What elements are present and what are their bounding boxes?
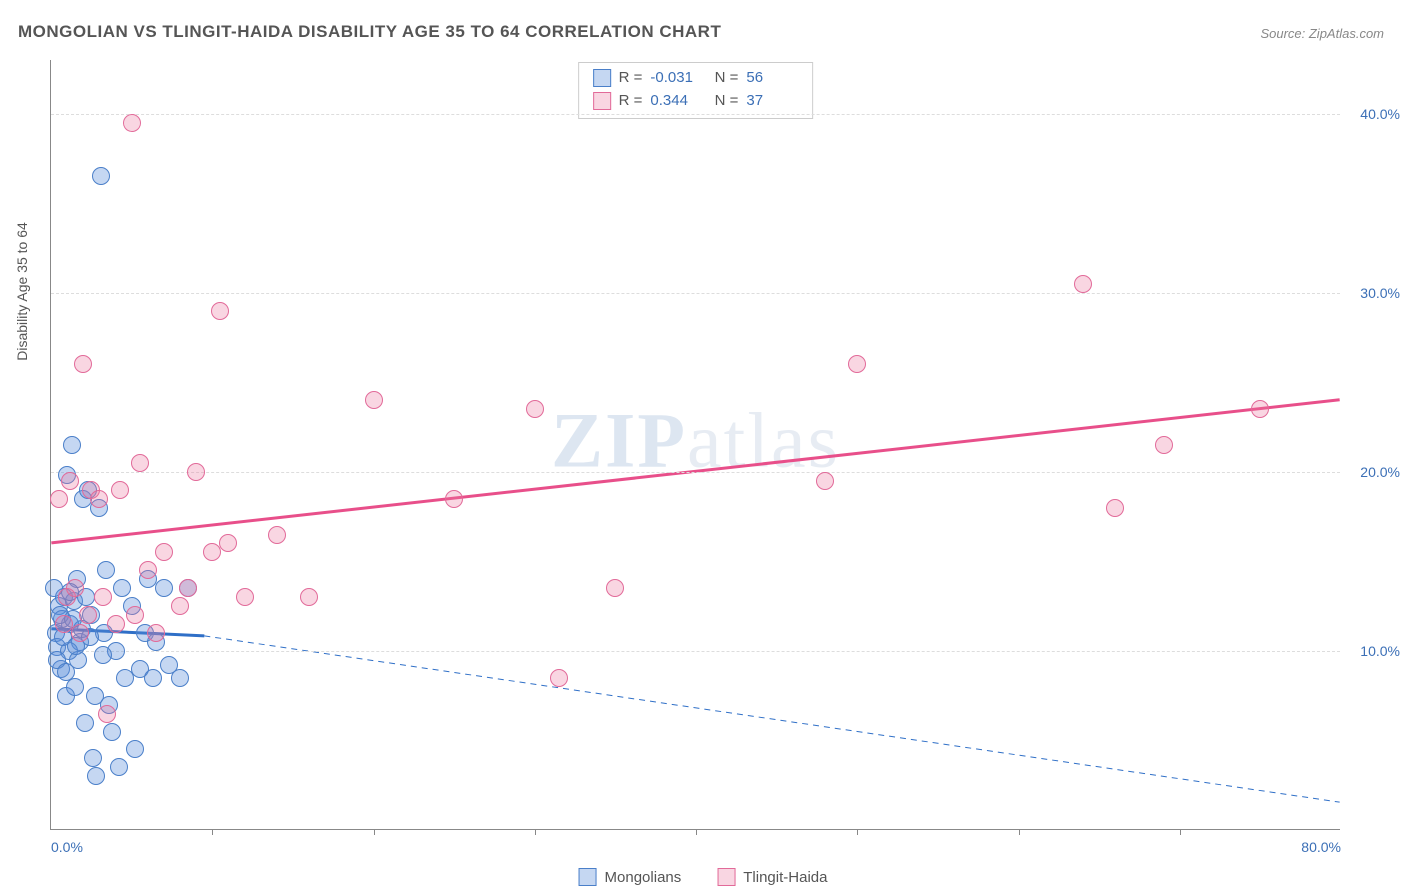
data-point: [445, 490, 463, 508]
data-point: [94, 646, 112, 664]
data-point: [50, 490, 68, 508]
data-point: [57, 663, 75, 681]
data-point: [1155, 436, 1173, 454]
x-tick-label: 80.0%: [1301, 839, 1341, 855]
chart-title: MONGOLIAN VS TLINGIT-HAIDA DISABILITY AG…: [18, 22, 721, 42]
legend-label: Tlingit-Haida: [743, 869, 827, 886]
legend-swatch: [593, 69, 611, 87]
data-point: [94, 588, 112, 606]
data-point: [606, 579, 624, 597]
data-point: [131, 454, 149, 472]
data-point: [1251, 400, 1269, 418]
y-tick-label: 40.0%: [1360, 106, 1400, 122]
stat-r-label: R =: [619, 67, 643, 90]
data-point: [84, 749, 102, 767]
data-point: [365, 391, 383, 409]
data-point: [76, 714, 94, 732]
data-point: [179, 579, 197, 597]
plot-area: ZIPatlas R =-0.031 N =56R =0.344 N =37 1…: [50, 60, 1340, 830]
x-tick: [857, 829, 858, 835]
data-point: [155, 579, 173, 597]
data-point: [211, 302, 229, 320]
data-point: [71, 624, 89, 642]
stat-r-value: -0.031: [650, 67, 702, 90]
data-point: [97, 561, 115, 579]
data-point: [126, 606, 144, 624]
data-point: [268, 526, 286, 544]
gridline-h: [51, 651, 1340, 652]
stats-row: R = -0.031 N = 56: [593, 67, 799, 90]
data-point: [98, 705, 116, 723]
chart-container: MONGOLIAN VS TLINGIT-HAIDA DISABILITY AG…: [0, 0, 1406, 892]
stat-n-label: N =: [710, 67, 738, 90]
data-point: [111, 481, 129, 499]
data-point: [74, 355, 92, 373]
data-point: [139, 561, 157, 579]
data-point: [526, 400, 544, 418]
data-point: [61, 472, 79, 490]
data-point: [107, 615, 125, 633]
data-point: [848, 355, 866, 373]
stat-n-label: N =: [710, 90, 738, 113]
x-tick: [1180, 829, 1181, 835]
data-point: [92, 167, 110, 185]
legend-swatch: [579, 868, 597, 886]
data-point: [187, 463, 205, 481]
data-point: [550, 669, 568, 687]
legend-swatch: [593, 92, 611, 110]
data-point: [123, 114, 141, 132]
data-point: [79, 606, 97, 624]
data-point: [203, 543, 221, 561]
data-point: [236, 588, 254, 606]
bottom-legend: Mongolians Tlingit-Haida: [579, 868, 828, 886]
gridline-h: [51, 472, 1340, 473]
data-point: [126, 740, 144, 758]
x-tick-label: 0.0%: [51, 839, 83, 855]
data-point: [66, 579, 84, 597]
data-point: [103, 723, 121, 741]
legend-label: Mongolians: [605, 869, 682, 886]
data-point: [300, 588, 318, 606]
stat-r-label: R =: [619, 90, 643, 113]
data-point: [1106, 499, 1124, 517]
x-tick: [212, 829, 213, 835]
stats-legend-box: R = -0.031 N = 56 R = 0.344 N = 37: [578, 62, 814, 119]
gridline-h: [51, 293, 1340, 294]
y-tick-label: 10.0%: [1360, 643, 1400, 659]
y-axis-label: Disability Age 35 to 64: [14, 222, 30, 361]
y-tick-label: 30.0%: [1360, 285, 1400, 301]
data-point: [171, 597, 189, 615]
data-point: [144, 669, 162, 687]
x-tick: [374, 829, 375, 835]
trend-lines-svg: [51, 60, 1340, 829]
data-point: [110, 758, 128, 776]
data-point: [1074, 275, 1092, 293]
data-point: [90, 490, 108, 508]
x-tick: [535, 829, 536, 835]
legend-item: Mongolians: [579, 868, 682, 886]
data-point: [155, 543, 173, 561]
data-point: [147, 624, 165, 642]
legend-item: Tlingit-Haida: [717, 868, 827, 886]
stat-n-value: 56: [746, 67, 798, 90]
source-label: Source: ZipAtlas.com: [1260, 26, 1384, 41]
data-point: [113, 579, 131, 597]
legend-swatch: [717, 868, 735, 886]
gridline-h: [51, 114, 1340, 115]
data-point: [816, 472, 834, 490]
data-point: [86, 687, 104, 705]
data-point: [87, 767, 105, 785]
x-tick: [1019, 829, 1020, 835]
y-tick-label: 20.0%: [1360, 464, 1400, 480]
data-point: [219, 534, 237, 552]
x-tick: [696, 829, 697, 835]
trend-line: [204, 636, 1339, 802]
data-point: [171, 669, 189, 687]
stats-row: R = 0.344 N = 37: [593, 90, 799, 113]
data-point: [63, 436, 81, 454]
stat-n-value: 37: [746, 90, 798, 113]
stat-r-value: 0.344: [650, 90, 702, 113]
